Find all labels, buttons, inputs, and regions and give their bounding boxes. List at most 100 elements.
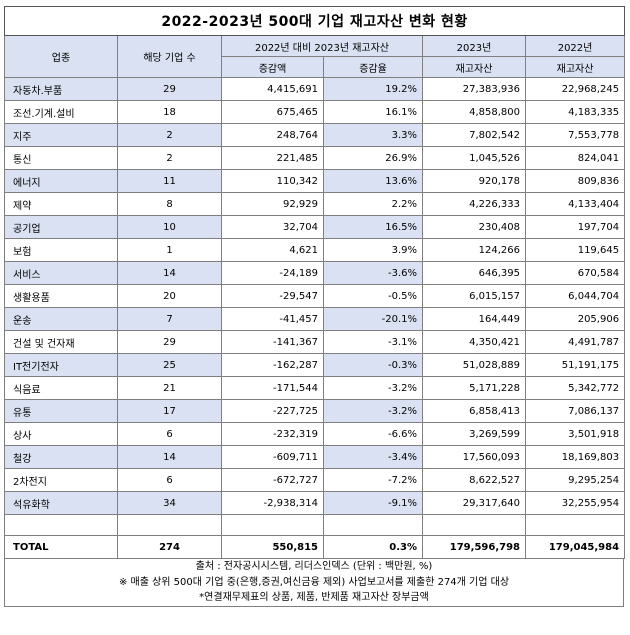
row-industry: 제약 (4, 192, 118, 216)
row-count: 6 (117, 468, 222, 492)
row-change: -41,457 (221, 307, 324, 331)
row-inv-2022: 197,704 (524, 215, 626, 239)
row-change: -2,938,314 (221, 491, 324, 515)
total-change: 550,815 (221, 535, 324, 559)
row-count: 1 (117, 238, 222, 262)
table-row: 운송 7 -41,457 -20.1% 164,449 205,906 (4, 307, 626, 331)
row-inv-2023: 6,015,157 (422, 284, 526, 308)
table-row: 2차전지 6 -672,727 -7.2% 8,622,527 9,295,254 (4, 468, 626, 492)
table-row: 에너지 11 110,342 13.6% 920,178 809,836 (4, 169, 626, 193)
header-count: 해당 기업 수 (117, 35, 222, 78)
table-row: 식음료 21 -171,544 -3.2% 5,171,228 5,342,772 (4, 376, 626, 400)
total-rate: 0.3% (323, 535, 423, 559)
row-inv-2023: 124,266 (422, 238, 526, 262)
row-inv-2023: 230,408 (422, 215, 526, 239)
table-row: 석유화학 34 -2,938,314 -9.1% 29,317,640 32,255,95… (4, 491, 626, 515)
table-row: 건설 및 건자재 29 -141,367 -3.1% 4,350,421 4,491,78… (4, 330, 626, 354)
row-industry: 2차전지 (4, 468, 118, 492)
row-rate: 26.9% (323, 146, 423, 170)
table-row: 보험 1 4,621 3.9% 124,266 119,645 (4, 238, 626, 262)
row-count: 2 (117, 146, 222, 170)
row-inv-2022: 32,255,954 (524, 491, 626, 515)
header-row-1: 업종 해당 기업 수 2022년 대비 2023년 재고자산 2023년 202… (4, 35, 626, 78)
row-industry: 철강 (4, 445, 118, 469)
row-industry: 에너지 (4, 169, 118, 193)
header-inv-2023: 재고자산 (422, 56, 526, 78)
header-2022: 2022년 (524, 35, 626, 57)
row-inv-2022: 22,968,245 (524, 77, 626, 101)
row-inv-2023: 646,395 (422, 261, 526, 285)
row-rate: -3.1% (323, 330, 423, 354)
row-count: 21 (117, 376, 222, 400)
row-count: 8 (117, 192, 222, 216)
table-row: 철강 14 -609,711 -3.4% 17,560,093 18,169,803 (4, 445, 626, 469)
row-inv-2023: 4,350,421 (422, 330, 526, 354)
row-inv-2023: 1,045,526 (422, 146, 526, 170)
row-rate: -3.2% (323, 399, 423, 423)
row-count: 11 (117, 169, 222, 193)
row-count: 25 (117, 353, 222, 377)
table-row: 제약 8 92,929 2.2% 4,226,333 4,133,404 (4, 192, 626, 216)
inventory-table: 2022-2023년 500대 기업 재고자산 변화 현황 업종 해당 기업 수… (3, 6, 626, 559)
row-inv-2023: 7,802,542 (422, 123, 526, 147)
row-change: 32,704 (221, 215, 324, 239)
row-change: -232,319 (221, 422, 324, 446)
row-rate: -0.3% (323, 353, 423, 377)
row-industry: 유통 (4, 399, 118, 423)
row-inv-2022: 3,501,918 (524, 422, 626, 446)
row-count: 2 (117, 123, 222, 147)
row-industry: 통신 (4, 146, 118, 170)
row-count: 29 (117, 77, 222, 101)
row-count: 34 (117, 491, 222, 515)
row-change: -609,711 (221, 445, 324, 469)
row-rate: 19.2% (323, 77, 423, 101)
row-rate: 16.1% (323, 100, 423, 124)
row-change: 248,764 (221, 123, 324, 147)
row-inv-2023: 5,171,228 (422, 376, 526, 400)
header-change-group: 2022년 대비 2023년 재고자산 (221, 35, 423, 57)
table-row: 상사 6 -232,319 -6.6% 3,269,599 3,501,918 (4, 422, 626, 446)
scope-note: ※ 매출 상위 500대 기업 중(은행,증권,여신금융 제외) 사업보고서를 … (118, 576, 510, 588)
row-industry: 상사 (4, 422, 118, 446)
row-count: 18 (117, 100, 222, 124)
row-industry: 건설 및 건자재 (4, 330, 118, 354)
row-inv-2022: 809,836 (524, 169, 626, 193)
row-inv-2023: 4,858,800 (422, 100, 526, 124)
table-body: 자동차.부품 29 4,415,691 19.2% 27,383,936 22,968,2… (4, 77, 626, 515)
row-inv-2022: 7,553,778 (524, 123, 626, 147)
table-row: 서비스 14 -24,189 -3.6% 646,395 670,584 (4, 261, 626, 285)
table-row: IT전기전자 25 -162,287 -0.3% 51,028,889 51,191,17… (4, 353, 626, 377)
row-inv-2022: 4,183,335 (524, 100, 626, 124)
table-row: 자동차.부품 29 4,415,691 19.2% 27,383,936 22,968,2… (4, 77, 626, 101)
definition-note: *연결재무제표의 상품, 제품, 반제품 재고자산 장부금액 (199, 592, 429, 603)
row-inv-2022: 824,041 (524, 146, 626, 170)
row-industry: 운송 (4, 307, 118, 331)
row-inv-2022: 7,086,137 (524, 399, 626, 423)
row-change: 92,929 (221, 192, 324, 216)
row-change: -162,287 (221, 353, 324, 377)
row-count: 29 (117, 330, 222, 354)
row-inv-2023: 3,269,599 (422, 422, 526, 446)
row-industry: 보험 (4, 238, 118, 262)
row-industry: 석유화학 (4, 491, 118, 515)
table-title: 2022-2023년 500대 기업 재고자산 변화 현황 (3, 6, 626, 36)
row-rate: 13.6% (323, 169, 423, 193)
row-inv-2022: 4,491,787 (524, 330, 626, 354)
row-inv-2022: 205,906 (524, 307, 626, 331)
row-change: 221,485 (221, 146, 324, 170)
header-rate: 증감율 (323, 56, 423, 78)
row-count: 20 (117, 284, 222, 308)
row-change: 4,415,691 (221, 77, 324, 101)
total-count: 274 (117, 535, 222, 559)
row-inv-2023: 164,449 (422, 307, 526, 331)
total-row: TOTAL 274 550,815 0.3% 179,596,798 179,0… (4, 535, 626, 559)
row-change: -171,544 (221, 376, 324, 400)
total-inv-2022: 179,045,984 (524, 535, 626, 559)
table-row: 공기업 10 32,704 16.5% 230,408 197,704 (4, 215, 626, 239)
table-row: 지주 2 248,764 3.3% 7,802,542 7,553,778 (4, 123, 626, 147)
row-change: -141,367 (221, 330, 324, 354)
row-inv-2022: 18,169,803 (524, 445, 626, 469)
row-rate: 3.3% (323, 123, 423, 147)
row-inv-2023: 6,858,413 (422, 399, 526, 423)
row-industry: 서비스 (4, 261, 118, 285)
